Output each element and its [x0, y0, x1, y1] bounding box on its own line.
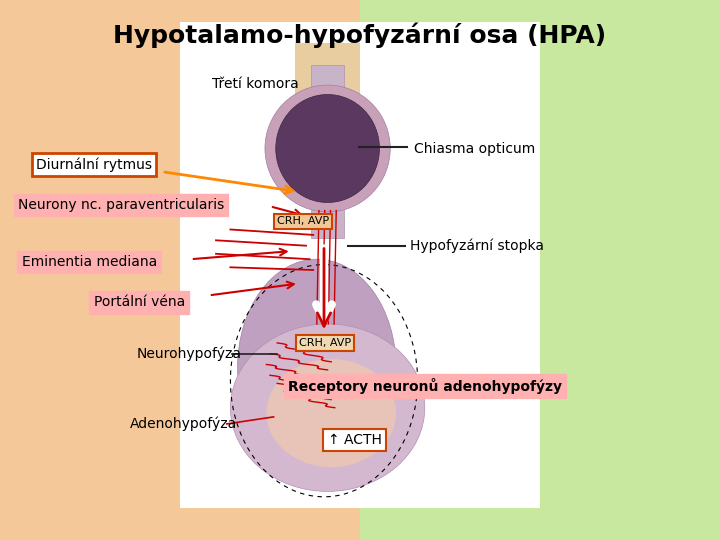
Text: CRH, AVP: CRH, AVP: [277, 217, 329, 226]
Text: Eminentia mediana: Eminentia mediana: [22, 255, 157, 269]
Text: Neurony nc. paraventricularis: Neurony nc. paraventricularis: [18, 198, 224, 212]
Text: ↑ ACTH: ↑ ACTH: [328, 433, 382, 447]
Text: Třetí komora: Třetí komora: [212, 77, 299, 91]
Ellipse shape: [238, 259, 396, 475]
Ellipse shape: [276, 94, 379, 202]
Text: CRH, AVP: CRH, AVP: [299, 338, 351, 348]
Text: Chiasma opticum: Chiasma opticum: [414, 141, 535, 156]
Text: Receptory neuronů adenohypofýzy: Receptory neuronů adenohypofýzy: [288, 378, 562, 394]
Text: Neurohypofýza: Neurohypofýza: [137, 347, 242, 361]
Text: Hypofyzární stopka: Hypofyzární stopka: [410, 239, 544, 253]
FancyBboxPatch shape: [311, 65, 344, 238]
Ellipse shape: [230, 324, 425, 491]
Text: Hypotalamo-hypofyzární osa (HPA): Hypotalamo-hypofyzární osa (HPA): [114, 22, 606, 48]
FancyBboxPatch shape: [180, 22, 540, 508]
FancyBboxPatch shape: [360, 0, 720, 540]
Text: Diurnální rytmus: Diurnální rytmus: [36, 158, 152, 172]
FancyBboxPatch shape: [295, 43, 360, 119]
Ellipse shape: [265, 85, 390, 212]
Text: Adenohypofýza: Adenohypofýza: [130, 417, 237, 431]
Ellipse shape: [266, 359, 396, 467]
FancyBboxPatch shape: [0, 0, 360, 540]
Text: Portální véna: Portální véna: [94, 295, 185, 309]
